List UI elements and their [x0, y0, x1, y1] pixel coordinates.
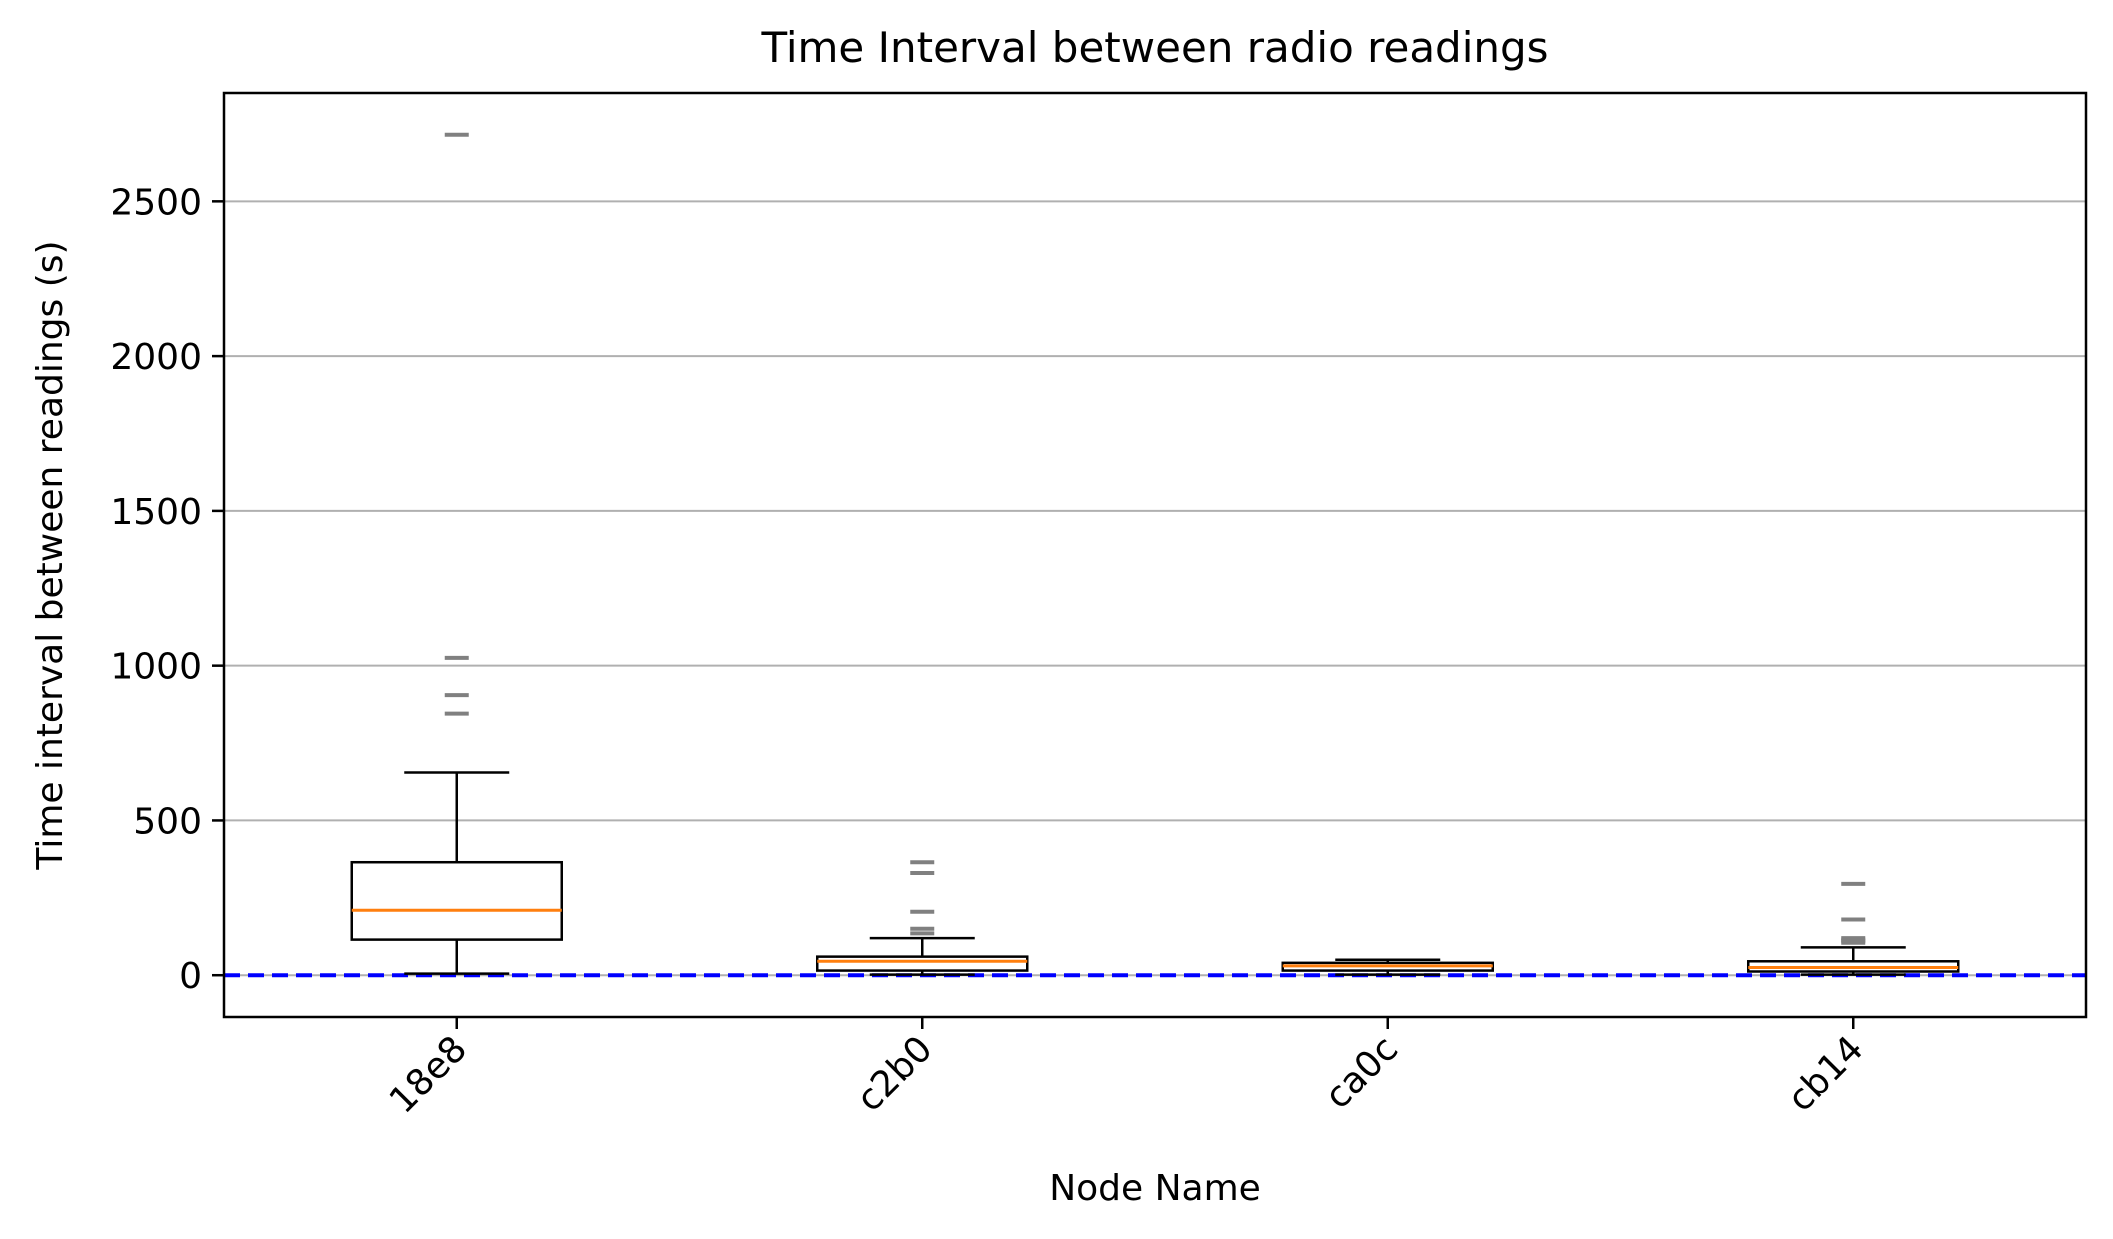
plot-frame	[222, 91, 2088, 1019]
x-axis-ticks: 18e8 c2b0 ca0c cb14	[382, 1017, 1872, 1122]
y-tick-label: 500	[133, 801, 202, 842]
y-tick-label: 1500	[110, 492, 202, 533]
y-tick-label: 0	[179, 956, 202, 997]
box-ca0c	[1281, 958, 1494, 976]
y-tick-label: 2500	[110, 182, 202, 223]
x-tick-label: ca0c	[1317, 1028, 1406, 1117]
x-tick-label: cb14	[1780, 1028, 1872, 1120]
box-18e8	[350, 132, 563, 975]
y-tick-label: 1000	[110, 647, 202, 688]
y-axis-ticks: 0 500 1000 1500 2000 2500	[110, 182, 224, 997]
box-c2b0	[816, 860, 1029, 976]
x-axis-label: Node Name	[1049, 1168, 1261, 1209]
x-tick-label: 18e8	[382, 1028, 475, 1121]
box-cb14	[1747, 881, 1960, 976]
x-tick-label: c2b0	[849, 1028, 941, 1120]
chart-title: Time Interval between radio readings	[760, 23, 1548, 72]
box-body	[350, 860, 563, 941]
box-body	[816, 955, 1029, 972]
y-axis-label: Time interval between readings (s)	[30, 240, 71, 870]
boxes	[350, 132, 1960, 976]
y-tick-label: 2000	[110, 337, 202, 378]
gridlines	[224, 200, 2086, 977]
